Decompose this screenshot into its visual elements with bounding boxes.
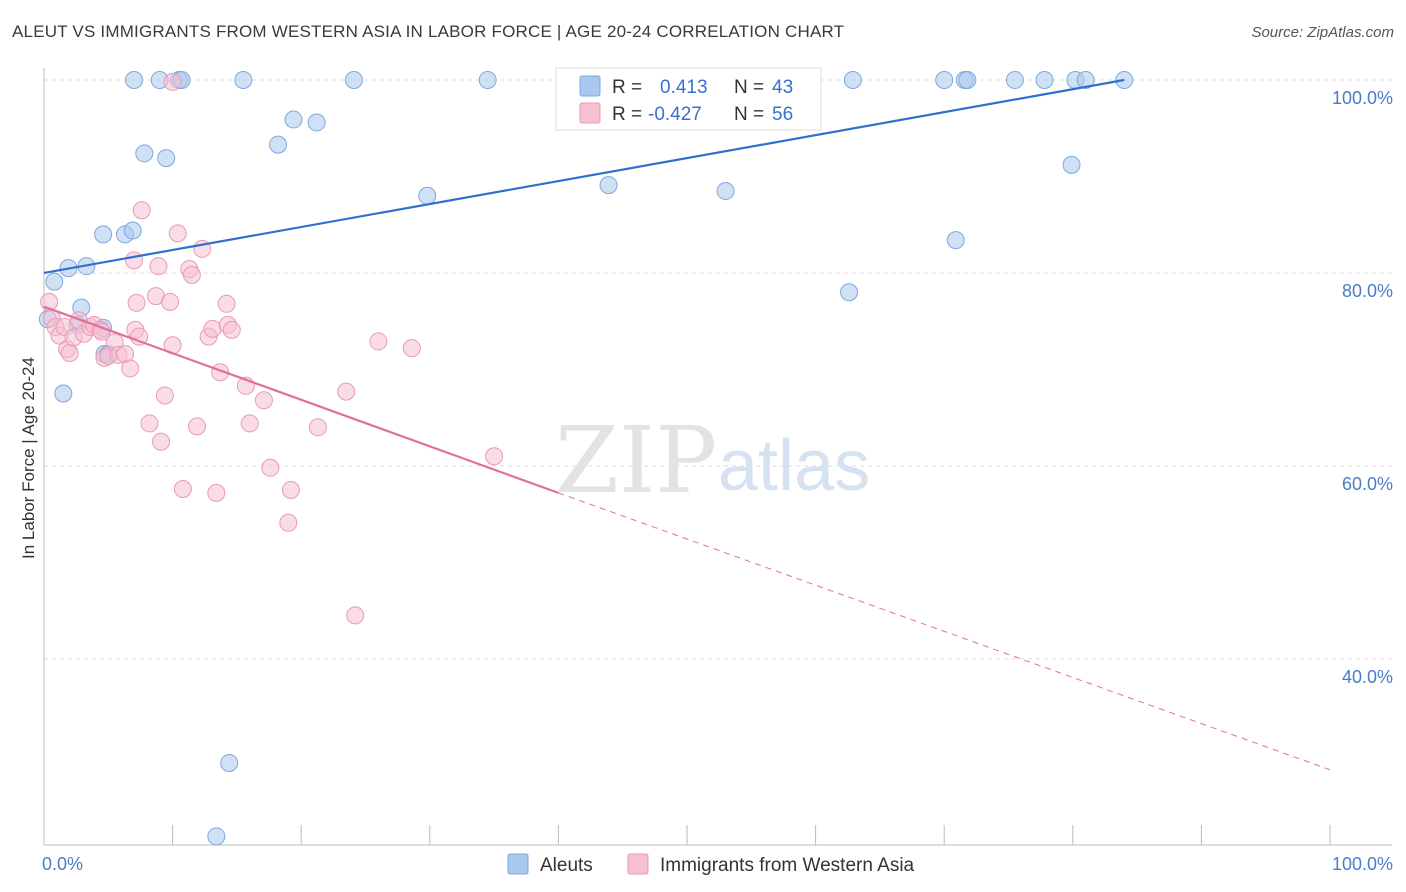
x-tick-label-1: 100.0% — [1332, 854, 1393, 874]
aleuts-point-23 — [344, 71, 363, 89]
watermark-zip: ZIP — [555, 407, 717, 514]
immigrants-point-39 — [203, 319, 222, 338]
x-tick-labels: 0.0% 100.0% — [42, 854, 1393, 874]
immigrants-point-50 — [279, 513, 298, 532]
aleuts-point-38 — [1062, 155, 1081, 174]
series-legend-swatch-aleuts — [507, 853, 529, 875]
aleuts-point-30 — [840, 283, 859, 302]
data-points — [38, 71, 1134, 846]
grid-lines — [44, 79, 1392, 660]
series-legend-label-immigrants: Immigrants from Western Asia — [660, 855, 915, 876]
immigrants-point-53 — [369, 332, 388, 351]
stats-r-value-immigrants: -0.427 — [648, 104, 702, 125]
aleuts-point-21 — [284, 110, 303, 129]
immigrants-point-35 — [182, 265, 201, 284]
immigrants-point-33 — [173, 480, 192, 499]
immigrants-point-55 — [485, 447, 504, 466]
immigrants-point-30 — [161, 292, 180, 311]
immigrants-point-29 — [155, 386, 174, 405]
immigrants-point-44 — [222, 320, 241, 339]
stats-n-label-aleuts: N = — [734, 77, 764, 98]
x-tick-label-0: 0.0% — [42, 854, 83, 874]
aleuts-point-37 — [1035, 71, 1054, 89]
immigrants-point-52 — [337, 382, 356, 401]
aleuts-point-10 — [94, 225, 113, 244]
series-legend-label-aleuts: Aleuts — [540, 855, 593, 876]
immigrants-point-24 — [132, 201, 151, 220]
y-tick-labels: 100.0% 80.0% 60.0% 40.0% — [1332, 88, 1393, 687]
aleuts-point-22 — [307, 113, 326, 132]
y-tick-label-0: 100.0% — [1332, 88, 1393, 108]
stats-n-label-immigrants: N = — [734, 104, 764, 125]
immigrants-point-51 — [308, 418, 327, 437]
aleuts-point-35 — [958, 71, 977, 89]
aleuts-point-24 — [418, 186, 437, 205]
immigrants-point-47 — [254, 391, 273, 410]
aleuts-point-33 — [946, 231, 965, 250]
stats-r-label-immigrants: R = — [612, 104, 642, 125]
immigrants-point-32 — [168, 224, 187, 243]
immigrants-trend-extension — [558, 492, 1331, 771]
stats-r-label-aleuts: R = — [612, 77, 642, 98]
immigrants-point-27 — [149, 257, 168, 276]
y-tick-label-2: 60.0% — [1342, 474, 1393, 494]
immigrants-point-36 — [188, 417, 207, 436]
immigrants-point-25 — [140, 414, 159, 433]
aleuts-point-26 — [599, 176, 618, 195]
aleuts-trend-line — [43, 78, 1125, 275]
immigrants-point-42 — [217, 294, 236, 313]
aleuts-point-2 — [54, 384, 73, 403]
immigrants-point-57 — [163, 72, 182, 91]
y-axis-title: In Labor Force | Age 20-24 — [19, 357, 38, 559]
immigrants-point-56 — [346, 606, 365, 625]
aleuts-point-42 — [220, 754, 239, 773]
series-legend: Aleuts Immigrants from Western Asia — [507, 853, 915, 876]
immigrants-point-6 — [60, 344, 79, 363]
immigrants-trend-line — [43, 305, 559, 494]
watermark: ZIP atlas — [555, 407, 870, 514]
aleuts-point-12 — [123, 221, 142, 240]
stats-n-value-aleuts: 43 — [772, 77, 793, 98]
stats-legend-swatch-aleuts — [579, 75, 601, 97]
stats-legend: R = 0.413 N = 43 R = -0.427 N = 56 — [555, 67, 822, 131]
aleuts-point-13 — [135, 144, 154, 163]
immigrants-point-46 — [240, 414, 259, 433]
immigrants-point-40 — [207, 483, 226, 502]
stats-legend-swatch-immigrants — [579, 102, 601, 124]
aleuts-point-36 — [1005, 71, 1024, 89]
immigrants-point-19 — [121, 359, 140, 378]
stats-r-value-aleuts: 0.413 — [660, 77, 708, 98]
series-legend-swatch-immigrants — [627, 853, 649, 875]
immigrants-point-22 — [125, 251, 144, 270]
aleuts-point-20 — [269, 135, 288, 154]
aleuts-point-32 — [935, 71, 954, 89]
aleuts-point-40 — [1076, 71, 1095, 89]
y-tick-label-3: 40.0% — [1342, 667, 1393, 687]
immigrants-point-23 — [127, 293, 146, 312]
immigrants-point-54 — [402, 339, 421, 358]
immigrants-point-28 — [152, 432, 171, 451]
immigrants-point-49 — [281, 480, 300, 499]
aleuts-point-19 — [234, 71, 253, 89]
stats-n-value-immigrants: 56 — [772, 104, 793, 125]
aleuts-point-43 — [207, 827, 226, 846]
source-credit: Source: ZipAtlas.com — [1251, 24, 1394, 41]
axes — [43, 68, 1392, 846]
immigrants-point-21 — [130, 327, 149, 346]
chart-title: ALEUT VS IMMIGRANTS FROM WESTERN ASIA IN… — [12, 22, 845, 41]
aleuts-point-25 — [478, 71, 497, 89]
aleuts-point-14 — [157, 149, 176, 168]
trend-lines — [43, 78, 1331, 771]
y-tick-label-1: 80.0% — [1342, 281, 1393, 301]
watermark-atlas: atlas — [718, 426, 870, 506]
aleuts-point-1 — [45, 272, 64, 291]
aleuts-point-31 — [843, 71, 862, 89]
immigrants-point-48 — [261, 458, 280, 477]
aleuts-point-28 — [716, 181, 735, 200]
aleuts-point-15 — [125, 71, 144, 89]
